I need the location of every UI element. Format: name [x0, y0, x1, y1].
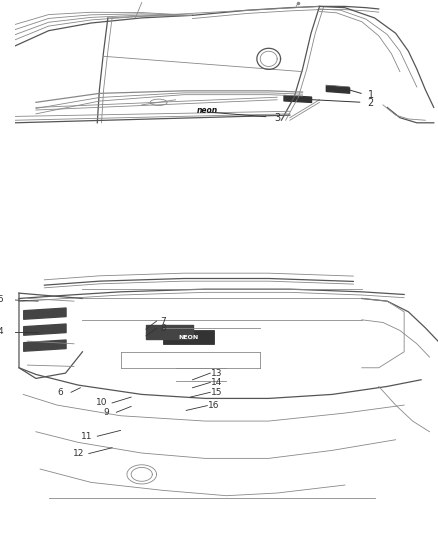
Text: 15: 15 — [211, 388, 223, 397]
Text: NEON: NEON — [178, 335, 198, 340]
Text: 4: 4 — [0, 327, 3, 336]
Text: 1: 1 — [368, 90, 374, 100]
Text: 8: 8 — [160, 324, 166, 333]
Text: 6: 6 — [57, 388, 64, 397]
Text: 14: 14 — [211, 378, 223, 387]
Text: 9: 9 — [103, 408, 109, 417]
Text: 2: 2 — [367, 98, 373, 108]
Text: 12: 12 — [73, 449, 84, 458]
Text: 13: 13 — [211, 369, 223, 377]
Text: 11: 11 — [81, 432, 92, 441]
Text: 16: 16 — [208, 401, 219, 410]
FancyBboxPatch shape — [163, 330, 214, 344]
Text: 7: 7 — [160, 317, 166, 326]
Text: 3: 3 — [274, 112, 280, 123]
Text: 10: 10 — [96, 399, 107, 407]
Text: 5: 5 — [0, 295, 3, 304]
Text: neon: neon — [197, 106, 218, 115]
